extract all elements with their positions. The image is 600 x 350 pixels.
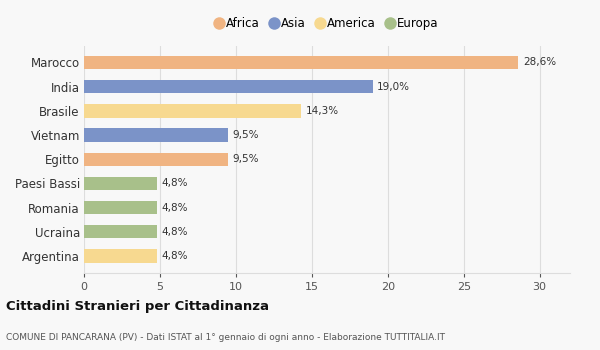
Text: 4,8%: 4,8%: [161, 227, 188, 237]
Text: 19,0%: 19,0%: [377, 82, 410, 92]
Text: 14,3%: 14,3%: [306, 106, 339, 116]
Text: 9,5%: 9,5%: [233, 130, 259, 140]
Bar: [84, 201, 157, 214]
Bar: [84, 104, 301, 118]
Text: 4,8%: 4,8%: [161, 251, 188, 261]
Bar: [84, 80, 373, 93]
Bar: [84, 128, 228, 142]
Bar: [84, 177, 157, 190]
Bar: [84, 225, 157, 238]
Bar: [84, 249, 157, 262]
Legend: Africa, Asia, America, Europa: Africa, Asia, America, Europa: [216, 17, 438, 30]
Text: Cittadini Stranieri per Cittadinanza: Cittadini Stranieri per Cittadinanza: [6, 300, 269, 313]
Text: COMUNE DI PANCARANA (PV) - Dati ISTAT al 1° gennaio di ogni anno - Elaborazione : COMUNE DI PANCARANA (PV) - Dati ISTAT al…: [6, 332, 445, 342]
Text: 4,8%: 4,8%: [161, 203, 188, 213]
Text: 28,6%: 28,6%: [523, 57, 556, 68]
Bar: [84, 56, 518, 69]
Text: 4,8%: 4,8%: [161, 178, 188, 188]
Bar: [84, 153, 228, 166]
Text: 9,5%: 9,5%: [233, 154, 259, 164]
